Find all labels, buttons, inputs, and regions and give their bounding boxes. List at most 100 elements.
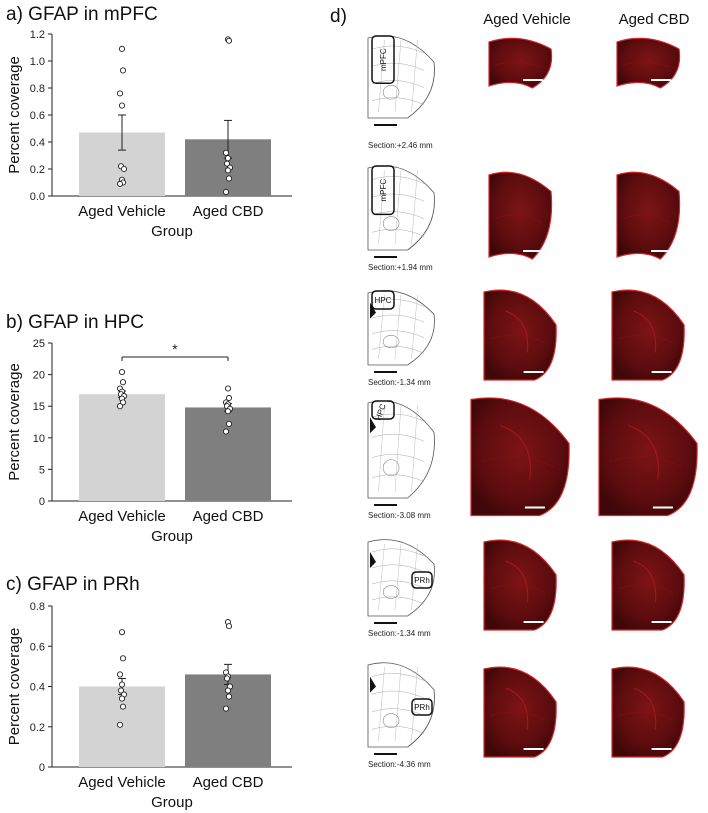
- data-point: [222, 188, 230, 195]
- y-tick-label: 0.4: [30, 137, 45, 149]
- chart-mpfc: a) GFAP in mPFC 0.0 0.2 0.4 0.6 0.8 1.0 1.2 Perc…: [6, 4, 292, 240]
- atlas-line: [411, 543, 418, 611]
- section-caption: Section:+1.94 mm: [368, 263, 433, 272]
- data-point: [119, 67, 127, 74]
- data-point: [116, 90, 124, 97]
- panel-d-label: d): [330, 6, 347, 27]
- data-point: [222, 428, 230, 435]
- y-tick-label: 0.6: [30, 110, 45, 122]
- x-axis-label: Group: [151, 794, 193, 811]
- y-tick-label: 20: [33, 370, 45, 382]
- tissue-hippocampus-arc: [633, 560, 657, 603]
- atlas-line: [411, 39, 418, 113]
- y-tick-label: 0.2: [30, 722, 45, 734]
- tissue-hippocampus-arc: [628, 424, 660, 480]
- tissue-texture: [619, 334, 674, 344]
- atlas-line: [371, 454, 425, 462]
- atlas-region-outline: [371, 400, 395, 420]
- data-point: [222, 705, 230, 712]
- atlas-region-outline: [371, 290, 395, 310]
- data-point: [222, 149, 230, 156]
- tissue-hippocampus-arc: [505, 310, 529, 353]
- atlas-outline: [367, 165, 435, 251]
- data-point: [118, 629, 126, 636]
- atlas-region-outline: [371, 35, 395, 85]
- y-axis-label: Percent coverage: [6, 628, 23, 746]
- tissue-section: [616, 37, 681, 89]
- data-point: [225, 394, 233, 402]
- x-axis-label: Group: [151, 528, 193, 545]
- data-point: [224, 385, 232, 392]
- data-point: [116, 671, 124, 678]
- column-header-vehicle: Aged Vehicle: [483, 11, 571, 28]
- data-point: [118, 681, 126, 688]
- atlas-structure: [382, 85, 400, 100]
- atlas-line: [371, 345, 425, 354]
- section-caption: Section:-1.34 mm: [368, 629, 431, 638]
- data-point: [117, 687, 125, 694]
- atlas-structure: [382, 335, 400, 349]
- atlas-line: [371, 62, 425, 71]
- tissue-texture: [491, 334, 546, 344]
- tissue-hippocampus-arc: [500, 424, 532, 480]
- atlas-line: [371, 690, 425, 699]
- atlas-structure: [382, 713, 400, 728]
- tissue-section: [488, 171, 553, 260]
- y-tick-label: 0.2: [30, 164, 45, 176]
- data-point: [119, 703, 127, 710]
- atlas-region-label: PRh: [414, 576, 430, 585]
- tissue-section: [488, 37, 553, 89]
- x-tick-label: Aged Vehicle: [78, 508, 166, 525]
- atlas-line: [378, 39, 385, 113]
- atlas-line: [371, 97, 425, 106]
- atlas-outline: [367, 539, 435, 617]
- x-tick-label: Aged CBD: [193, 508, 264, 525]
- y-tick-label: 10: [33, 433, 45, 445]
- tissue-hippocampus-arc: [505, 560, 529, 603]
- atlas-line: [371, 228, 425, 237]
- atlas-line: [394, 294, 402, 360]
- x-axis-label: Group: [151, 223, 193, 240]
- data-point: [224, 155, 232, 162]
- atlas-line: [371, 176, 425, 184]
- y-tick-label: 0.8: [30, 83, 45, 95]
- atlas-line: [411, 294, 418, 360]
- atlas-line: [378, 294, 385, 360]
- atlas-line: [394, 39, 402, 113]
- data-point: [118, 369, 126, 376]
- atlas-line: [371, 413, 425, 422]
- atlas-line: [394, 404, 402, 493]
- atlas-outline: [367, 662, 435, 748]
- tissue-texture: [623, 214, 670, 224]
- atlas-line: [371, 708, 425, 717]
- atlas-line: [371, 299, 425, 307]
- atlas-outline: [367, 35, 435, 119]
- atlas-region-outline: [411, 698, 433, 716]
- atlas-line: [371, 548, 425, 557]
- data-point: [225, 420, 233, 427]
- tissue-texture: [619, 584, 674, 594]
- atlas-line: [371, 193, 425, 202]
- tissue-texture: [619, 711, 674, 721]
- data-point: [116, 721, 124, 728]
- atlas-structure: [382, 459, 400, 477]
- atlas-region-outline: [411, 571, 433, 589]
- atlas-line: [371, 45, 425, 54]
- data-point: [118, 45, 126, 52]
- y-tick-label: 1.2: [30, 29, 45, 41]
- data-point: [223, 160, 231, 167]
- data-point: [224, 408, 232, 415]
- atlas-ventricle: [370, 417, 376, 434]
- atlas-line: [378, 543, 385, 611]
- data-point: [224, 167, 232, 174]
- data-point: [225, 623, 233, 630]
- atlas-region-label: mPFC: [379, 179, 388, 202]
- y-tick-label: 0.8: [30, 601, 45, 613]
- atlas-line: [371, 80, 425, 88]
- y-axis-label: Percent coverage: [6, 363, 23, 481]
- y-tick-label: 0.0: [30, 191, 45, 203]
- y-axis-label: Percent coverage: [6, 56, 23, 174]
- data-point: [224, 687, 232, 694]
- data-point: [120, 165, 128, 173]
